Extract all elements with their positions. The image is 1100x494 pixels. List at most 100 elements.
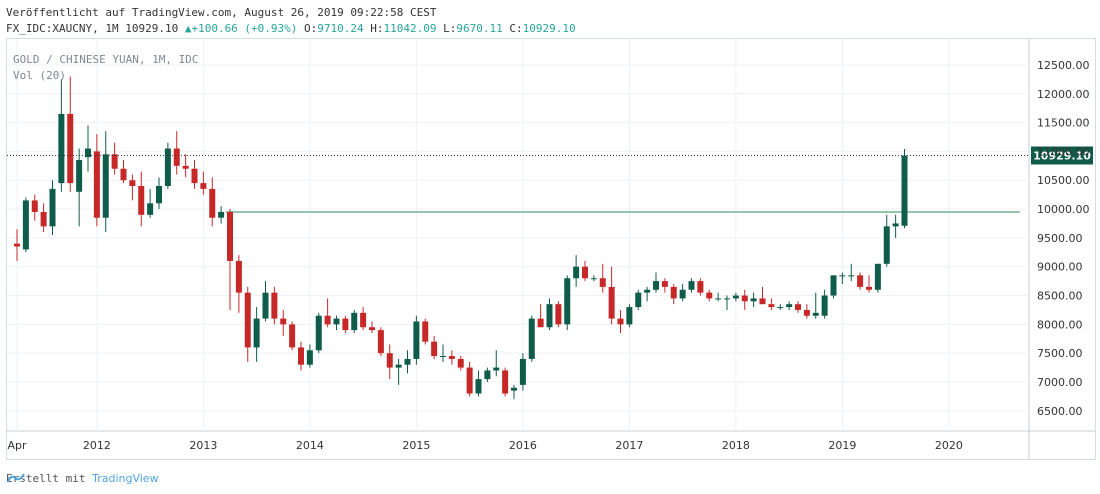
candle [839,272,846,284]
candle [732,292,739,302]
candle [803,304,810,319]
candle-body [688,281,695,290]
candle-body [315,315,322,351]
candle-body [874,263,881,290]
candle-body [732,295,739,299]
candle-body [289,324,296,348]
candle [724,295,730,310]
candle [706,289,713,302]
candle [440,344,446,362]
chart-frame[interactable]: 10929.10 12500.00 12000.00 11500.00 11000.0… [6,38,1096,460]
candle [661,278,668,293]
candle-body [395,364,402,368]
published-line: Veröffentlicht auf TradingView.com, Augu… [6,6,437,19]
candle-body [697,281,704,293]
candle-body [777,307,784,309]
candle-body [333,318,340,325]
candle-body [14,243,20,247]
candle [306,344,313,368]
brand-label[interactable]: TradingView [92,472,159,485]
candle [271,286,278,325]
candle-body [413,321,420,359]
candle-body [49,188,56,227]
x-tick-label: 2018 [722,439,750,452]
candle-body [768,304,775,308]
candle [253,307,260,362]
candle [164,142,171,189]
candle-body [892,223,899,227]
candle [830,275,837,299]
y-tick-label: 11000.00 [1037,145,1090,158]
candle-body [235,260,242,293]
candle [795,301,801,313]
candle [777,304,784,310]
candle-body [93,151,100,218]
candle-body [582,266,588,279]
candle [546,298,553,331]
candle-body [386,353,393,368]
candle-body [457,358,464,368]
candle-body [706,292,713,299]
candle-body [280,318,287,325]
candle-body [493,367,500,371]
candle-body [741,295,748,302]
candle [475,370,482,397]
candle [697,278,704,296]
last-price-line-layer: 10929.10 [7,146,1093,165]
candle [209,177,216,227]
candle [759,286,766,305]
candle-body [22,200,29,250]
candle [200,171,207,195]
candle-body [40,211,47,227]
candle [857,272,864,290]
candle-body [111,154,118,169]
candle [511,384,517,400]
candle [351,309,358,333]
candle [14,229,20,261]
candlestick-chart[interactable]: 10929.10 12500.00 12000.00 11500.00 11000.0… [7,39,1095,459]
candle-body [528,318,535,359]
candle-body [803,309,810,316]
candle [413,315,420,365]
x-tick-label: 2013 [189,439,217,452]
candle [679,284,686,302]
candle [218,206,225,224]
y-tick-label: 6500.00 [1037,405,1083,418]
candle [431,335,438,359]
candle-body [31,200,38,212]
candle-body [759,298,766,305]
candle [644,286,651,302]
x-tick-label: 2020 [935,439,963,452]
candle [360,307,367,331]
candle [821,289,828,319]
candle-body [848,275,855,277]
candle [227,209,233,310]
candle-body [209,188,216,218]
y-tick-label: 7000.00 [1037,376,1083,389]
candle-body [431,341,438,357]
candle [49,180,56,235]
candle [715,292,722,302]
candle-body [422,321,429,342]
candle-body [129,180,136,186]
candle-body [138,186,145,215]
footer: Erstellt mit TradingView [6,472,159,485]
candle [599,263,606,293]
candle [502,367,509,397]
candle [617,309,624,333]
candle-body [555,304,562,325]
candle [67,76,74,192]
candle [129,174,136,201]
candle-body [519,358,526,385]
candle [750,292,757,308]
candle [58,79,65,192]
candle-body [901,155,908,226]
candle [173,131,180,175]
candle [555,301,562,328]
y-tick-label: 7500.00 [1037,347,1083,360]
symbol-label: FX_IDC:XAUCNY, 1M [6,22,119,35]
y-tick-label: 9000.00 [1037,261,1083,274]
x-tick-label: 2019 [828,439,856,452]
candle [768,298,775,310]
candle [138,171,145,227]
